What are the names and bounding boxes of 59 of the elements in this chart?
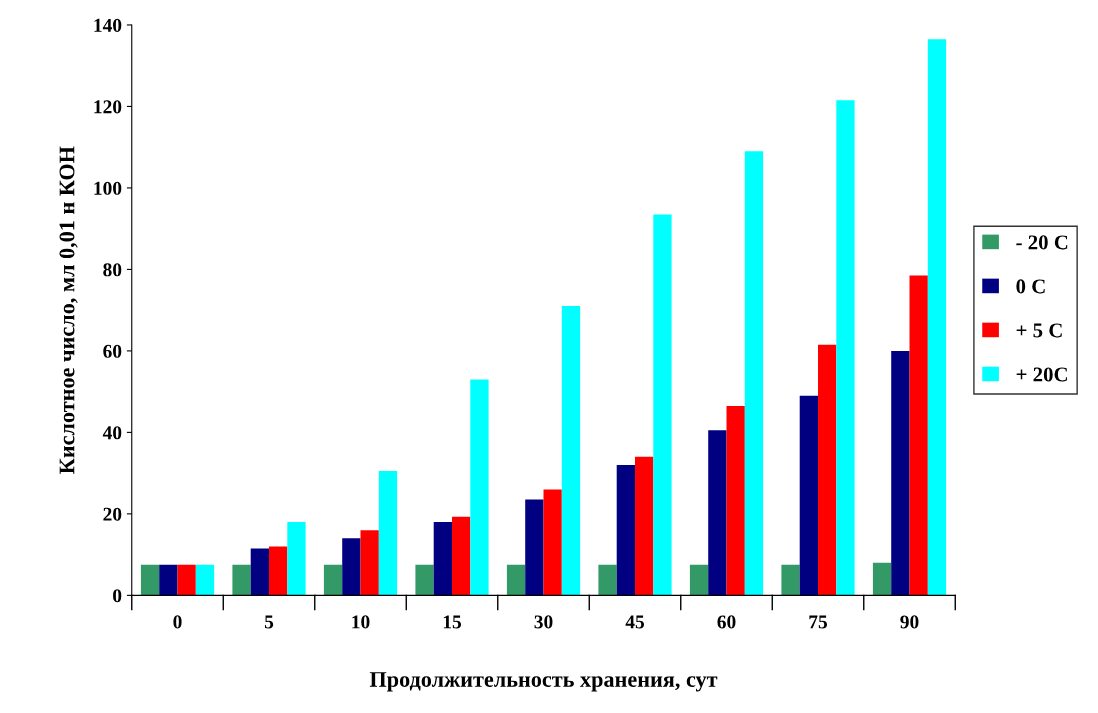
bar (378, 471, 398, 596)
bar (452, 516, 471, 596)
bar (708, 430, 727, 596)
legend-label: - 20 C (1016, 235, 1068, 250)
bar (689, 564, 709, 596)
y-tick-label: 120 (94, 100, 122, 114)
y-tick-label: 100 (94, 181, 122, 195)
bar (543, 489, 562, 596)
bar (909, 275, 928, 596)
bar (836, 100, 855, 596)
bar (744, 151, 764, 596)
x-tick-label: 0 (173, 615, 182, 629)
legend-label: + 5 C (1016, 323, 1062, 338)
bar (269, 546, 288, 596)
x-tick-label: 90 (900, 615, 919, 629)
bar (232, 564, 251, 596)
bar (433, 522, 453, 596)
x-tick-label: 5 (264, 615, 274, 629)
bar (195, 564, 215, 596)
x-tick-label: 75 (809, 615, 828, 629)
bar (159, 564, 178, 596)
bar (342, 538, 361, 596)
bar (140, 564, 160, 596)
bar (561, 306, 581, 596)
bar (616, 464, 636, 596)
bar (891, 350, 910, 596)
bar (635, 456, 654, 596)
bar (598, 564, 617, 596)
bar (470, 379, 489, 596)
bar (323, 564, 343, 596)
legend-label: 0 C (1016, 279, 1045, 294)
bar (415, 564, 434, 596)
y-tick-label: 0 (113, 589, 122, 603)
bar (818, 344, 837, 596)
bar (525, 499, 544, 596)
bar (250, 548, 270, 596)
bar (360, 530, 379, 596)
bar (781, 564, 800, 596)
bar (799, 395, 819, 596)
y-tick-label: 80 (103, 263, 122, 277)
bar (872, 562, 892, 596)
bar (726, 405, 745, 596)
bar (287, 522, 306, 596)
bar (506, 564, 526, 596)
x-tick-label: 45 (625, 615, 645, 629)
x-tick-label: 10 (352, 615, 370, 629)
x-tick-label: 60 (717, 615, 736, 629)
y-tick-label: 20 (103, 507, 122, 521)
y-axis-title: Кислотное число, мл 0,01 н КОН (59, 146, 78, 474)
bar (927, 39, 947, 596)
x-tick-label: 15 (443, 615, 462, 629)
y-tick-label: 40 (102, 426, 122, 440)
x-axis-title: Продолжительность хранения, сут (369, 672, 718, 692)
x-tick-label: 30 (534, 615, 553, 629)
legend-label: + 20C (1016, 367, 1067, 382)
bar (177, 564, 196, 596)
bar (653, 214, 672, 596)
y-tick-label: 140 (94, 18, 122, 32)
y-tick-label: 60 (103, 344, 122, 358)
